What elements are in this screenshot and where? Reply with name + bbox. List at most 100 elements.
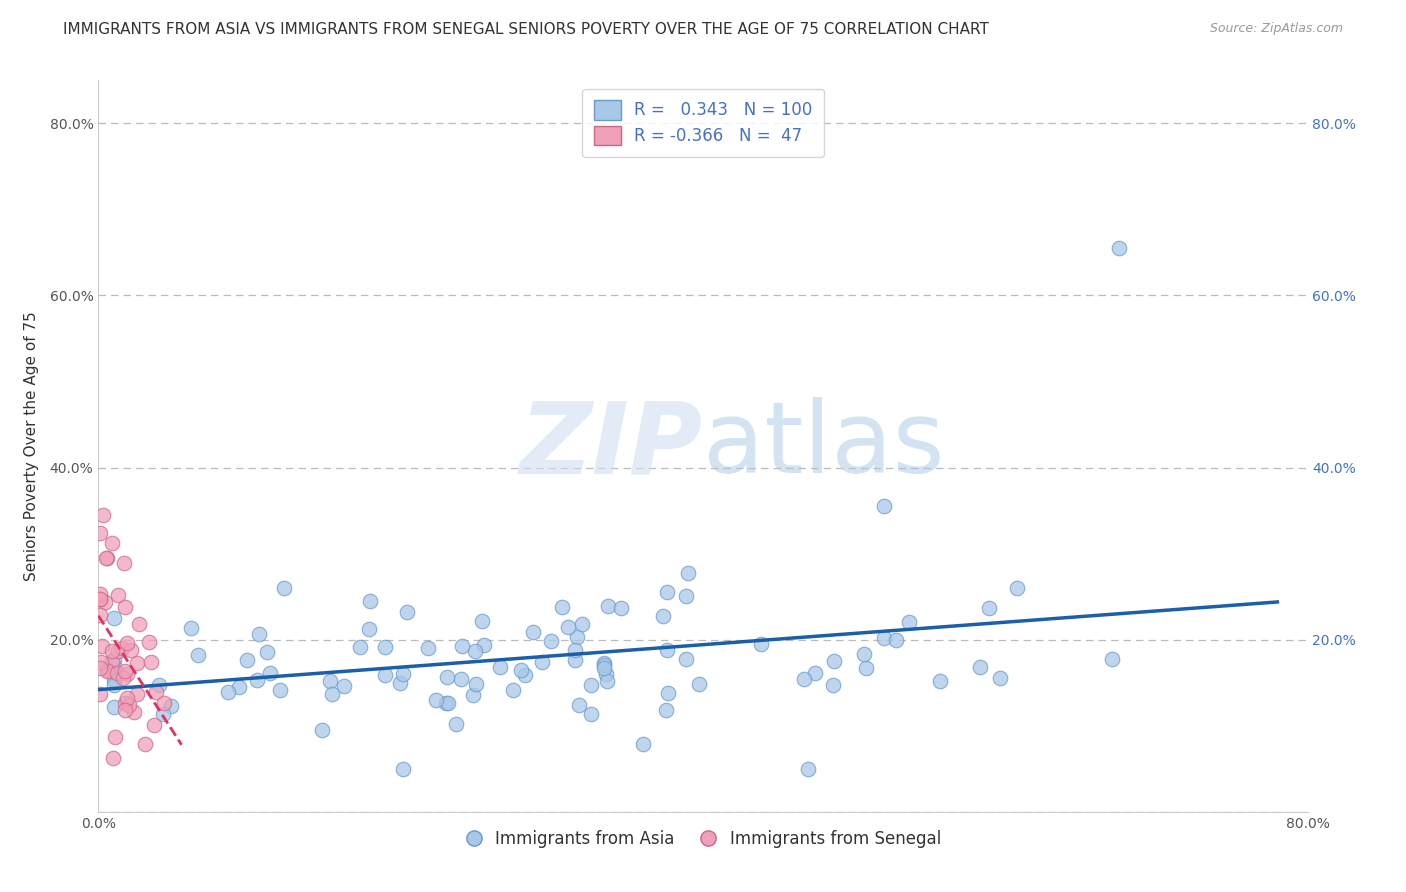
Point <box>112 556 135 570</box>
Point <box>91 640 114 654</box>
Point <box>657 685 679 699</box>
Point <box>114 696 136 710</box>
Point <box>884 633 907 648</box>
Point <box>489 660 512 674</box>
Text: Source: ZipAtlas.com: Source: ZipAtlas.com <box>1209 22 1343 36</box>
Point <box>246 673 269 687</box>
Point <box>444 717 467 731</box>
Point <box>425 693 447 707</box>
Point <box>471 615 494 629</box>
Point <box>103 699 125 714</box>
Point <box>596 674 619 689</box>
Point <box>396 606 419 620</box>
Point <box>273 582 295 596</box>
Point <box>579 706 602 721</box>
Point <box>89 591 111 606</box>
Point <box>631 737 654 751</box>
Point <box>510 663 533 677</box>
Point <box>564 653 586 667</box>
Point <box>897 615 920 630</box>
Point <box>502 683 524 698</box>
Point <box>160 698 183 713</box>
Point <box>374 668 396 682</box>
Point <box>89 607 111 622</box>
Point <box>145 685 167 699</box>
Point <box>228 680 250 694</box>
Point <box>269 682 291 697</box>
Point <box>593 661 616 675</box>
Point <box>515 668 537 682</box>
Point <box>89 525 111 540</box>
Text: IMMIGRANTS FROM ASIA VS IMMIGRANTS FROM SENEGAL SENIORS POVERTY OVER THE AGE OF : IMMIGRANTS FROM ASIA VS IMMIGRANTS FROM … <box>63 22 990 37</box>
Point <box>103 673 125 688</box>
Point <box>522 624 544 639</box>
Point <box>103 678 125 692</box>
Y-axis label: Seniors Poverty Over the Age of 75: Seniors Poverty Over the Age of 75 <box>24 311 38 581</box>
Point <box>568 698 591 712</box>
Point <box>115 636 138 650</box>
Point <box>247 627 270 641</box>
Point <box>595 666 617 681</box>
Point <box>592 657 614 671</box>
Point <box>107 588 129 602</box>
Point <box>797 762 820 776</box>
Point <box>374 640 396 655</box>
Point <box>101 654 124 668</box>
Point <box>751 637 773 651</box>
Point <box>1101 652 1123 666</box>
Point <box>557 620 579 634</box>
Point <box>217 685 239 699</box>
Point <box>105 666 128 681</box>
Point <box>461 689 484 703</box>
Point <box>94 550 117 565</box>
Point <box>988 671 1011 685</box>
Point <box>139 655 162 669</box>
Point <box>90 655 112 669</box>
Point <box>464 644 486 658</box>
Point <box>333 680 356 694</box>
Point <box>610 601 633 615</box>
Point <box>565 630 588 644</box>
Point <box>793 672 815 686</box>
Point <box>596 599 619 613</box>
Point <box>678 566 700 580</box>
Point <box>89 661 111 675</box>
Point <box>821 677 844 691</box>
Point <box>103 657 125 672</box>
Point <box>107 644 129 658</box>
Point <box>96 664 118 678</box>
Point <box>118 698 141 712</box>
Point <box>979 600 1001 615</box>
Point <box>97 663 120 677</box>
Point <box>180 621 202 635</box>
Point <box>434 697 457 711</box>
Point <box>872 631 894 645</box>
Point <box>472 638 495 652</box>
Point <box>104 730 127 744</box>
Point <box>392 667 415 681</box>
Point <box>103 652 125 666</box>
Point <box>152 706 174 721</box>
Point <box>319 673 342 688</box>
Point <box>657 643 679 657</box>
Point <box>256 645 278 659</box>
Point <box>571 617 593 632</box>
Point <box>1108 241 1130 255</box>
Point <box>969 659 991 673</box>
Point <box>675 651 697 665</box>
Point <box>114 704 136 718</box>
Point <box>655 703 678 717</box>
Point <box>349 640 371 654</box>
Point <box>804 665 827 680</box>
Point <box>148 678 170 692</box>
Point <box>929 674 952 689</box>
Point <box>392 762 415 776</box>
Point <box>540 633 562 648</box>
Point <box>96 550 118 565</box>
Point <box>89 587 111 601</box>
Point <box>103 751 125 765</box>
Point <box>152 696 174 710</box>
Point <box>122 705 145 719</box>
Point <box>89 687 111 701</box>
Point <box>259 666 281 681</box>
